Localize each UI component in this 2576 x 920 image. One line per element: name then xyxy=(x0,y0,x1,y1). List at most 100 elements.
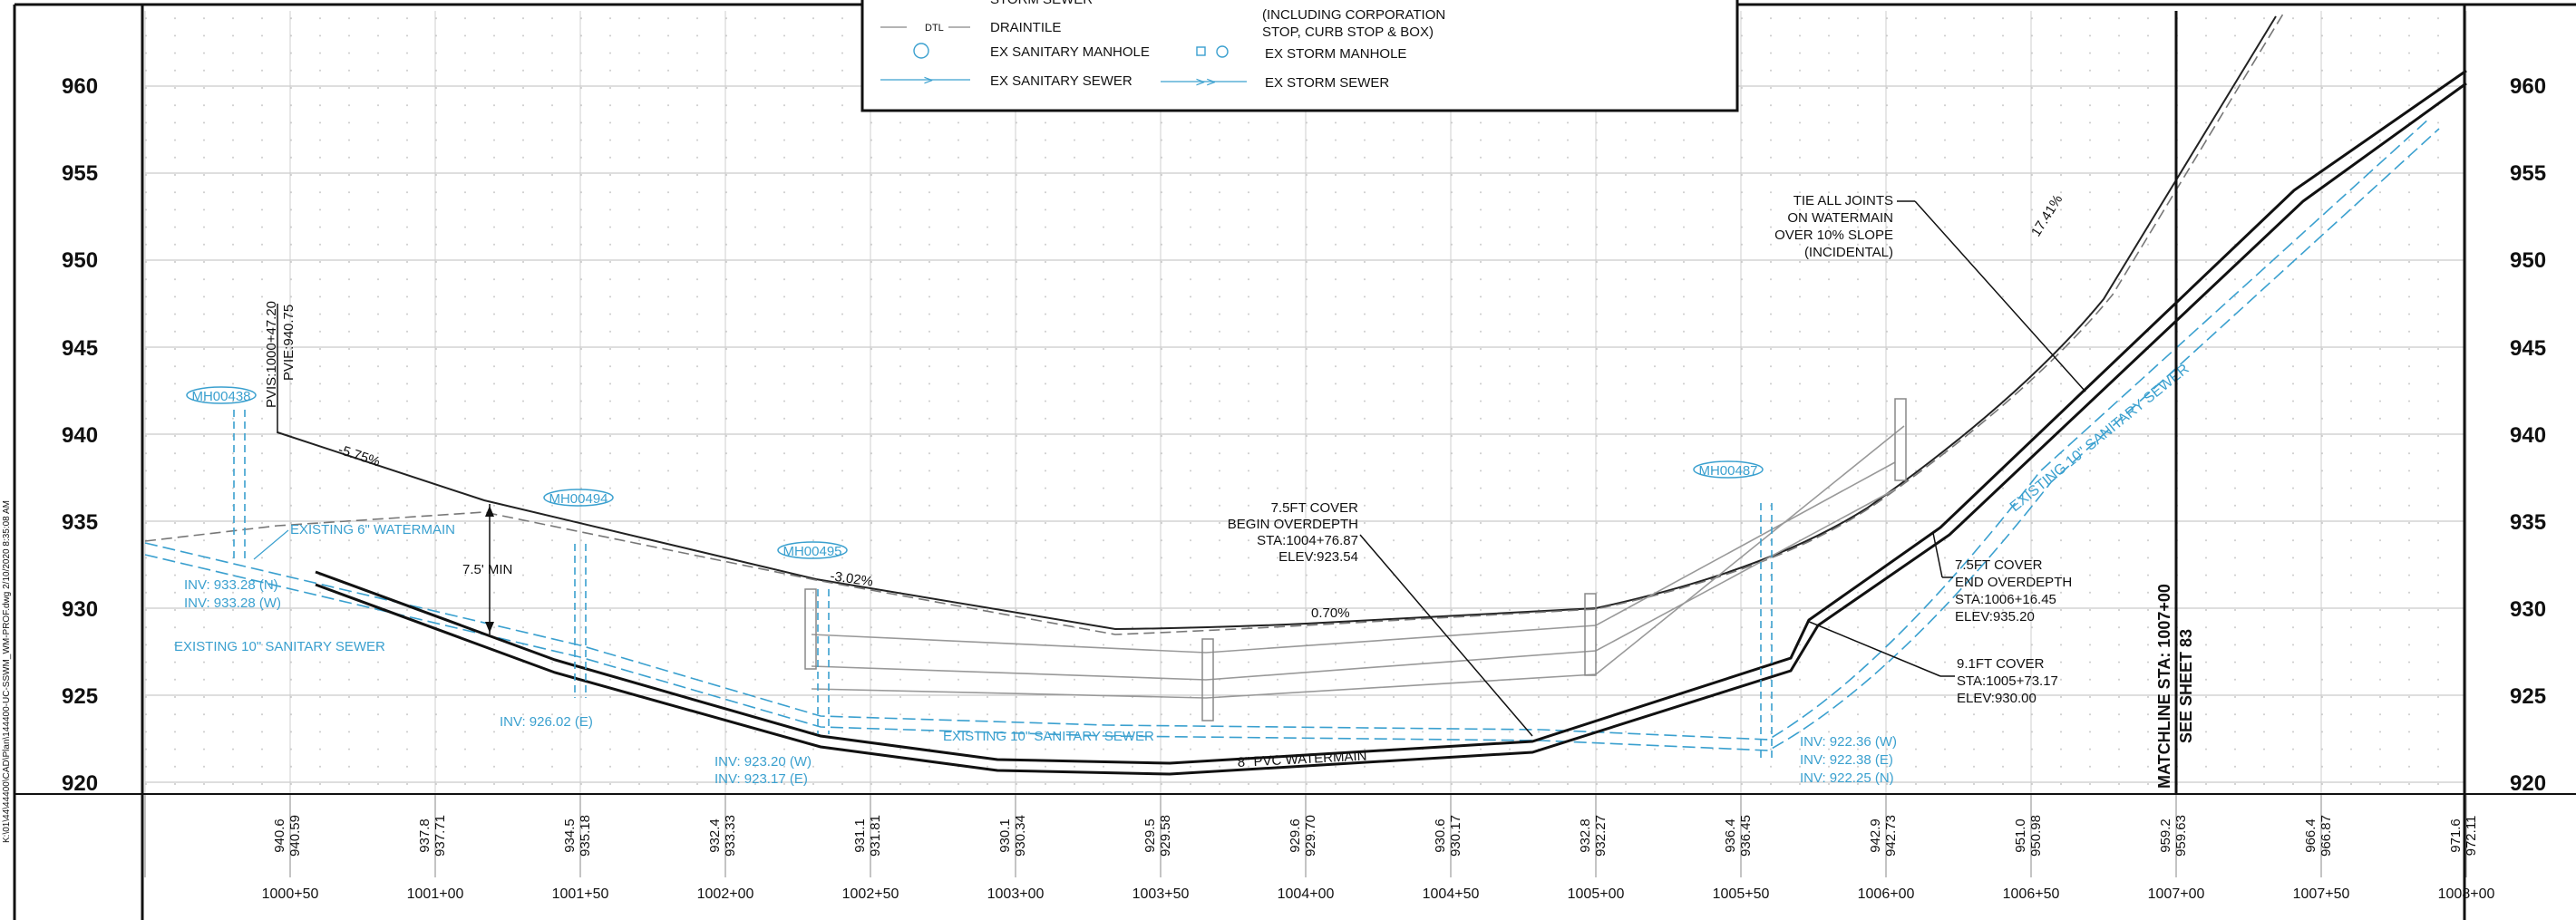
sanitary-manhole-icon xyxy=(913,43,929,59)
existing-elevation: 936.4 xyxy=(1723,818,1738,853)
bottom-elevations: 940.6 940.59 937.8 937.71 934.5 935.18 9… xyxy=(272,815,2479,857)
proposed-elevation: 972.11 xyxy=(2464,816,2479,857)
existing-elevation: 966.4 xyxy=(2303,818,2318,853)
existing-elevation: 959.2 xyxy=(2158,818,2173,853)
proposed-elevation: 935.18 xyxy=(578,815,593,857)
leader-line xyxy=(253,529,289,560)
existing-elevation: 942.9 xyxy=(1868,818,1883,853)
existing-elevation: 929.5 xyxy=(1142,818,1158,853)
station-label: 1007+50 xyxy=(2293,886,2350,902)
elevation-label: 945 xyxy=(2510,336,2546,361)
station-label: 1002+00 xyxy=(697,886,754,902)
legend: STORM SEWER DTL DRAINTILE (INCLUDING COR… xyxy=(860,0,1739,112)
svg-text:STA:1004+76.87: STA:1004+76.87 xyxy=(1257,533,1358,548)
right-inverts: INV: 922.36 (W) INV: 922.38 (E) INV: 922… xyxy=(1800,734,1897,786)
proposed-elevation: 950.98 xyxy=(2028,815,2044,857)
station-label: 1008+00 xyxy=(2438,886,2495,902)
svg-text:9.1FT COVER: 9.1FT COVER xyxy=(1957,656,2045,672)
proposed-elevation: 932.27 xyxy=(1593,815,1609,857)
legend-ex-sanitary-sewer: EX SANITARY SEWER xyxy=(990,73,1132,89)
storm-manhole-icon xyxy=(1216,45,1229,58)
elevation-label: 935 xyxy=(62,510,98,535)
elevation-label: 930 xyxy=(2510,597,2546,622)
svg-text:DTL: DTL xyxy=(925,23,944,34)
legend-corp-stop: (INCLUDING CORPORATION xyxy=(1262,7,1445,23)
see-sheet-label: SEE SHEET 83 xyxy=(2177,629,2195,743)
min-cover-dimension: 7.5' MIN xyxy=(462,504,512,634)
proposed-elevation: 929.70 xyxy=(1303,815,1318,857)
legend-ex-storm-manhole: EX STORM MANHOLE xyxy=(1265,46,1406,62)
existing-elevation: 934.5 xyxy=(562,818,578,853)
elevation-label: 955 xyxy=(2510,161,2546,186)
existing-ground-line xyxy=(144,10,2286,635)
proposed-elevation: 940.59 xyxy=(287,815,303,857)
proposed-elevation: 942.73 xyxy=(1883,815,1899,857)
proposed-elevation: 931.81 xyxy=(868,815,883,857)
existing-elevation: 930.6 xyxy=(1433,818,1448,853)
elevation-label: 950 xyxy=(2510,248,2546,273)
legend-storm-sewer: STORM SEWER xyxy=(990,0,1093,7)
station-label: 1003+50 xyxy=(1132,886,1190,902)
station-label: 1001+50 xyxy=(552,886,609,902)
elevation-axis-left: 960 955 950 945 940 935 930 925 920 xyxy=(62,74,98,796)
existing-elevation: 930.1 xyxy=(997,818,1013,853)
elevation-label: 930 xyxy=(62,597,98,622)
svg-text:INV: 922.25 (N): INV: 922.25 (N) xyxy=(1800,770,1894,786)
proposed-elevation: 937.71 xyxy=(433,815,448,857)
existing-elevation: 971.6 xyxy=(2448,818,2464,853)
station-label: 1005+00 xyxy=(1568,886,1625,902)
existing-elevation: 937.8 xyxy=(417,818,433,853)
station-label: 1004+00 xyxy=(1278,886,1335,902)
svg-text:STA:1006+16.45: STA:1006+16.45 xyxy=(1955,592,2056,607)
svg-text:7.5FT COVER: 7.5FT COVER xyxy=(1271,500,1359,516)
svg-text:(INCIDENTAL): (INCIDENTAL) xyxy=(1804,245,1893,260)
elevation-label: 955 xyxy=(62,161,98,186)
station-label: 1006+00 xyxy=(1858,886,1915,902)
invert-label: INV: 923.17 (E) xyxy=(714,771,808,787)
svg-text:ELEV:923.54: ELEV:923.54 xyxy=(1278,549,1358,565)
manhole-label: MH00495 xyxy=(783,544,841,559)
legend-ex-sanitary-manhole: EX SANITARY MANHOLE xyxy=(990,44,1150,60)
grade-label: -3.02% xyxy=(829,568,873,589)
svg-text:ELEV:930.00: ELEV:930.00 xyxy=(1957,691,2036,706)
sewer-arrow-icon: >> xyxy=(1195,75,1216,90)
file-path-label: K:\01\44\44400\CAD\Plan\144400-UC-SSWM_W… xyxy=(2,500,12,843)
station-label: 1005+50 xyxy=(1713,886,1770,902)
manhole-labels: MH00438 MH00494 MH00495 MH00487 xyxy=(186,386,1764,559)
proposed-elevation: 959.63 xyxy=(2173,815,2189,857)
matchline: MATCHLINE STA: 1007+00 SEE SHEET 83 xyxy=(2155,11,2195,794)
station-label: 1007+00 xyxy=(2148,886,2205,902)
svg-text:INV: 922.36 (W): INV: 922.36 (W) xyxy=(1800,734,1897,750)
cover-9-1-note: 9.1FT COVER STA:1005+73.17 ELEV:930.00 xyxy=(1806,620,2058,706)
invert-label: INV: 923.20 (W) xyxy=(714,754,812,770)
storm-manhole-icon xyxy=(1196,46,1206,56)
station-axis: 1000+50 1001+00 1001+50 1002+00 1002+50 … xyxy=(262,886,2495,902)
legend-ex-storm-sewer: EX STORM SEWER xyxy=(1265,75,1389,91)
existing-sanitary-label: EXISTING 10" SANITARY SEWER xyxy=(943,729,1154,744)
structures xyxy=(804,398,1907,721)
existing-sanitary-label: EXISTING 10" SANITARY SEWER xyxy=(174,639,385,654)
min-cover-label: 7.5' MIN xyxy=(462,562,512,577)
proposed-elevation: 930.17 xyxy=(1448,815,1463,857)
manhole-label: MH00487 xyxy=(1698,463,1757,479)
elevation-label: 925 xyxy=(2510,684,2546,709)
svg-text:INV: 922.38 (E): INV: 922.38 (E) xyxy=(1800,752,1893,768)
elevation-label: 940 xyxy=(62,423,98,448)
station-label: 1001+00 xyxy=(407,886,464,902)
station-label: 1002+50 xyxy=(842,886,899,902)
elevation-axis-right: 960 955 950 945 940 935 930 925 920 xyxy=(2510,74,2546,796)
pvi-station: PVIS:1000+47.20 xyxy=(264,301,279,408)
begin-overdepth-note: 7.5FT COVER BEGIN OVERDEPTH STA:1004+76.… xyxy=(1228,500,1533,737)
tie-joints-note: TIE ALL JOINTS ON WATERMAIN OVER 10% SLO… xyxy=(1774,193,2086,392)
existing-sanitary-sewer xyxy=(144,117,2440,751)
svg-text:7.5FT COVER: 7.5FT COVER xyxy=(1955,557,2043,573)
elevation-label: 945 xyxy=(62,336,98,361)
manhole-label: MH00494 xyxy=(549,491,608,507)
invert-label: INV: 933.28 (N) xyxy=(184,577,278,593)
elevation-label: 960 xyxy=(2510,74,2546,99)
svg-text:END OVERDEPTH: END OVERDEPTH xyxy=(1955,575,2072,590)
existing-elevation: 951.0 xyxy=(2013,818,2028,853)
draintile-lines xyxy=(811,425,1905,699)
invert-label: INV: 933.28 (W) xyxy=(184,596,281,611)
